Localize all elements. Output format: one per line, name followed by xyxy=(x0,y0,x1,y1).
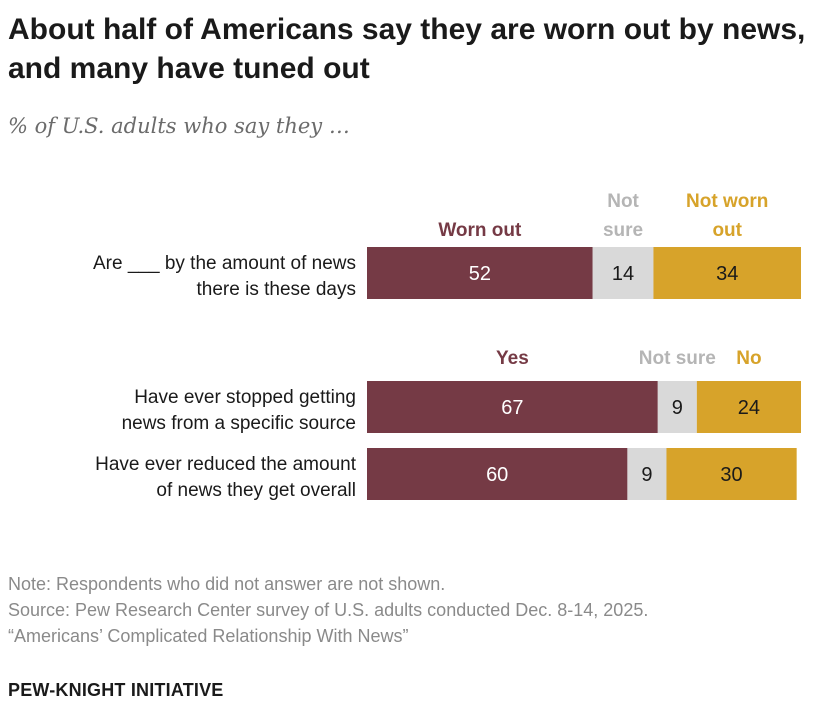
legend-label: out xyxy=(712,220,742,241)
legend-label: sure xyxy=(603,220,643,241)
row-label: Have ever reduced the amount xyxy=(95,454,357,475)
data-label: 30 xyxy=(720,464,742,486)
bar-segment-no xyxy=(696,381,801,433)
bar-segment-not-sure xyxy=(657,381,697,433)
row-label: Are ___ by the amount of news xyxy=(93,253,356,274)
row-label: there is these days xyxy=(197,279,356,300)
data-label: 67 xyxy=(501,397,523,419)
source-text: Source: Pew Research Center survey of U.… xyxy=(8,600,649,620)
stacked-bar-chart: 52 14 34 Worn out Not sure Not worn out Are ___ … xyxy=(93,191,801,501)
data-label: 60 xyxy=(486,464,508,486)
bar-segment-not-worn-out xyxy=(653,247,801,299)
data-label: 9 xyxy=(641,464,652,486)
brand-label: PEW-KNIGHT INITIATIVE xyxy=(8,680,224,700)
legend-label: Not xyxy=(607,191,639,212)
bar-segment-yes xyxy=(367,448,628,500)
chart-subtitle: % of U.S. adults who say they … xyxy=(8,114,350,138)
data-label: 34 xyxy=(716,263,738,285)
legend-label: No xyxy=(736,348,761,369)
data-label: 24 xyxy=(738,397,760,419)
chart-title: About half of Americans say they are wor… xyxy=(8,13,806,85)
bar-segment-not-sure xyxy=(592,247,654,299)
data-label: 9 xyxy=(672,397,683,419)
legend-label: Not sure xyxy=(639,348,716,369)
bar-segment-worn-out xyxy=(367,247,593,299)
bar-segment-not-sure xyxy=(627,448,667,500)
bar-segment-no xyxy=(666,448,797,500)
note-text: Note: Respondents who did not answer are… xyxy=(8,574,446,594)
chart-notes: Note: Respondents who did not answer are… xyxy=(8,571,648,649)
bar-segment-yes xyxy=(367,381,658,433)
data-label: 14 xyxy=(612,263,634,285)
legend-label: Not worn xyxy=(686,191,768,212)
row-label: news from a specific source xyxy=(122,413,356,434)
row-label: Have ever stopped getting xyxy=(134,387,356,408)
row-label: of news they get overall xyxy=(156,480,356,501)
data-label: 52 xyxy=(469,263,491,285)
legend-label: Yes xyxy=(496,348,529,369)
legend-label: Worn out xyxy=(438,220,522,241)
report-title: “Americans’ Complicated Relationship Wit… xyxy=(8,626,409,646)
